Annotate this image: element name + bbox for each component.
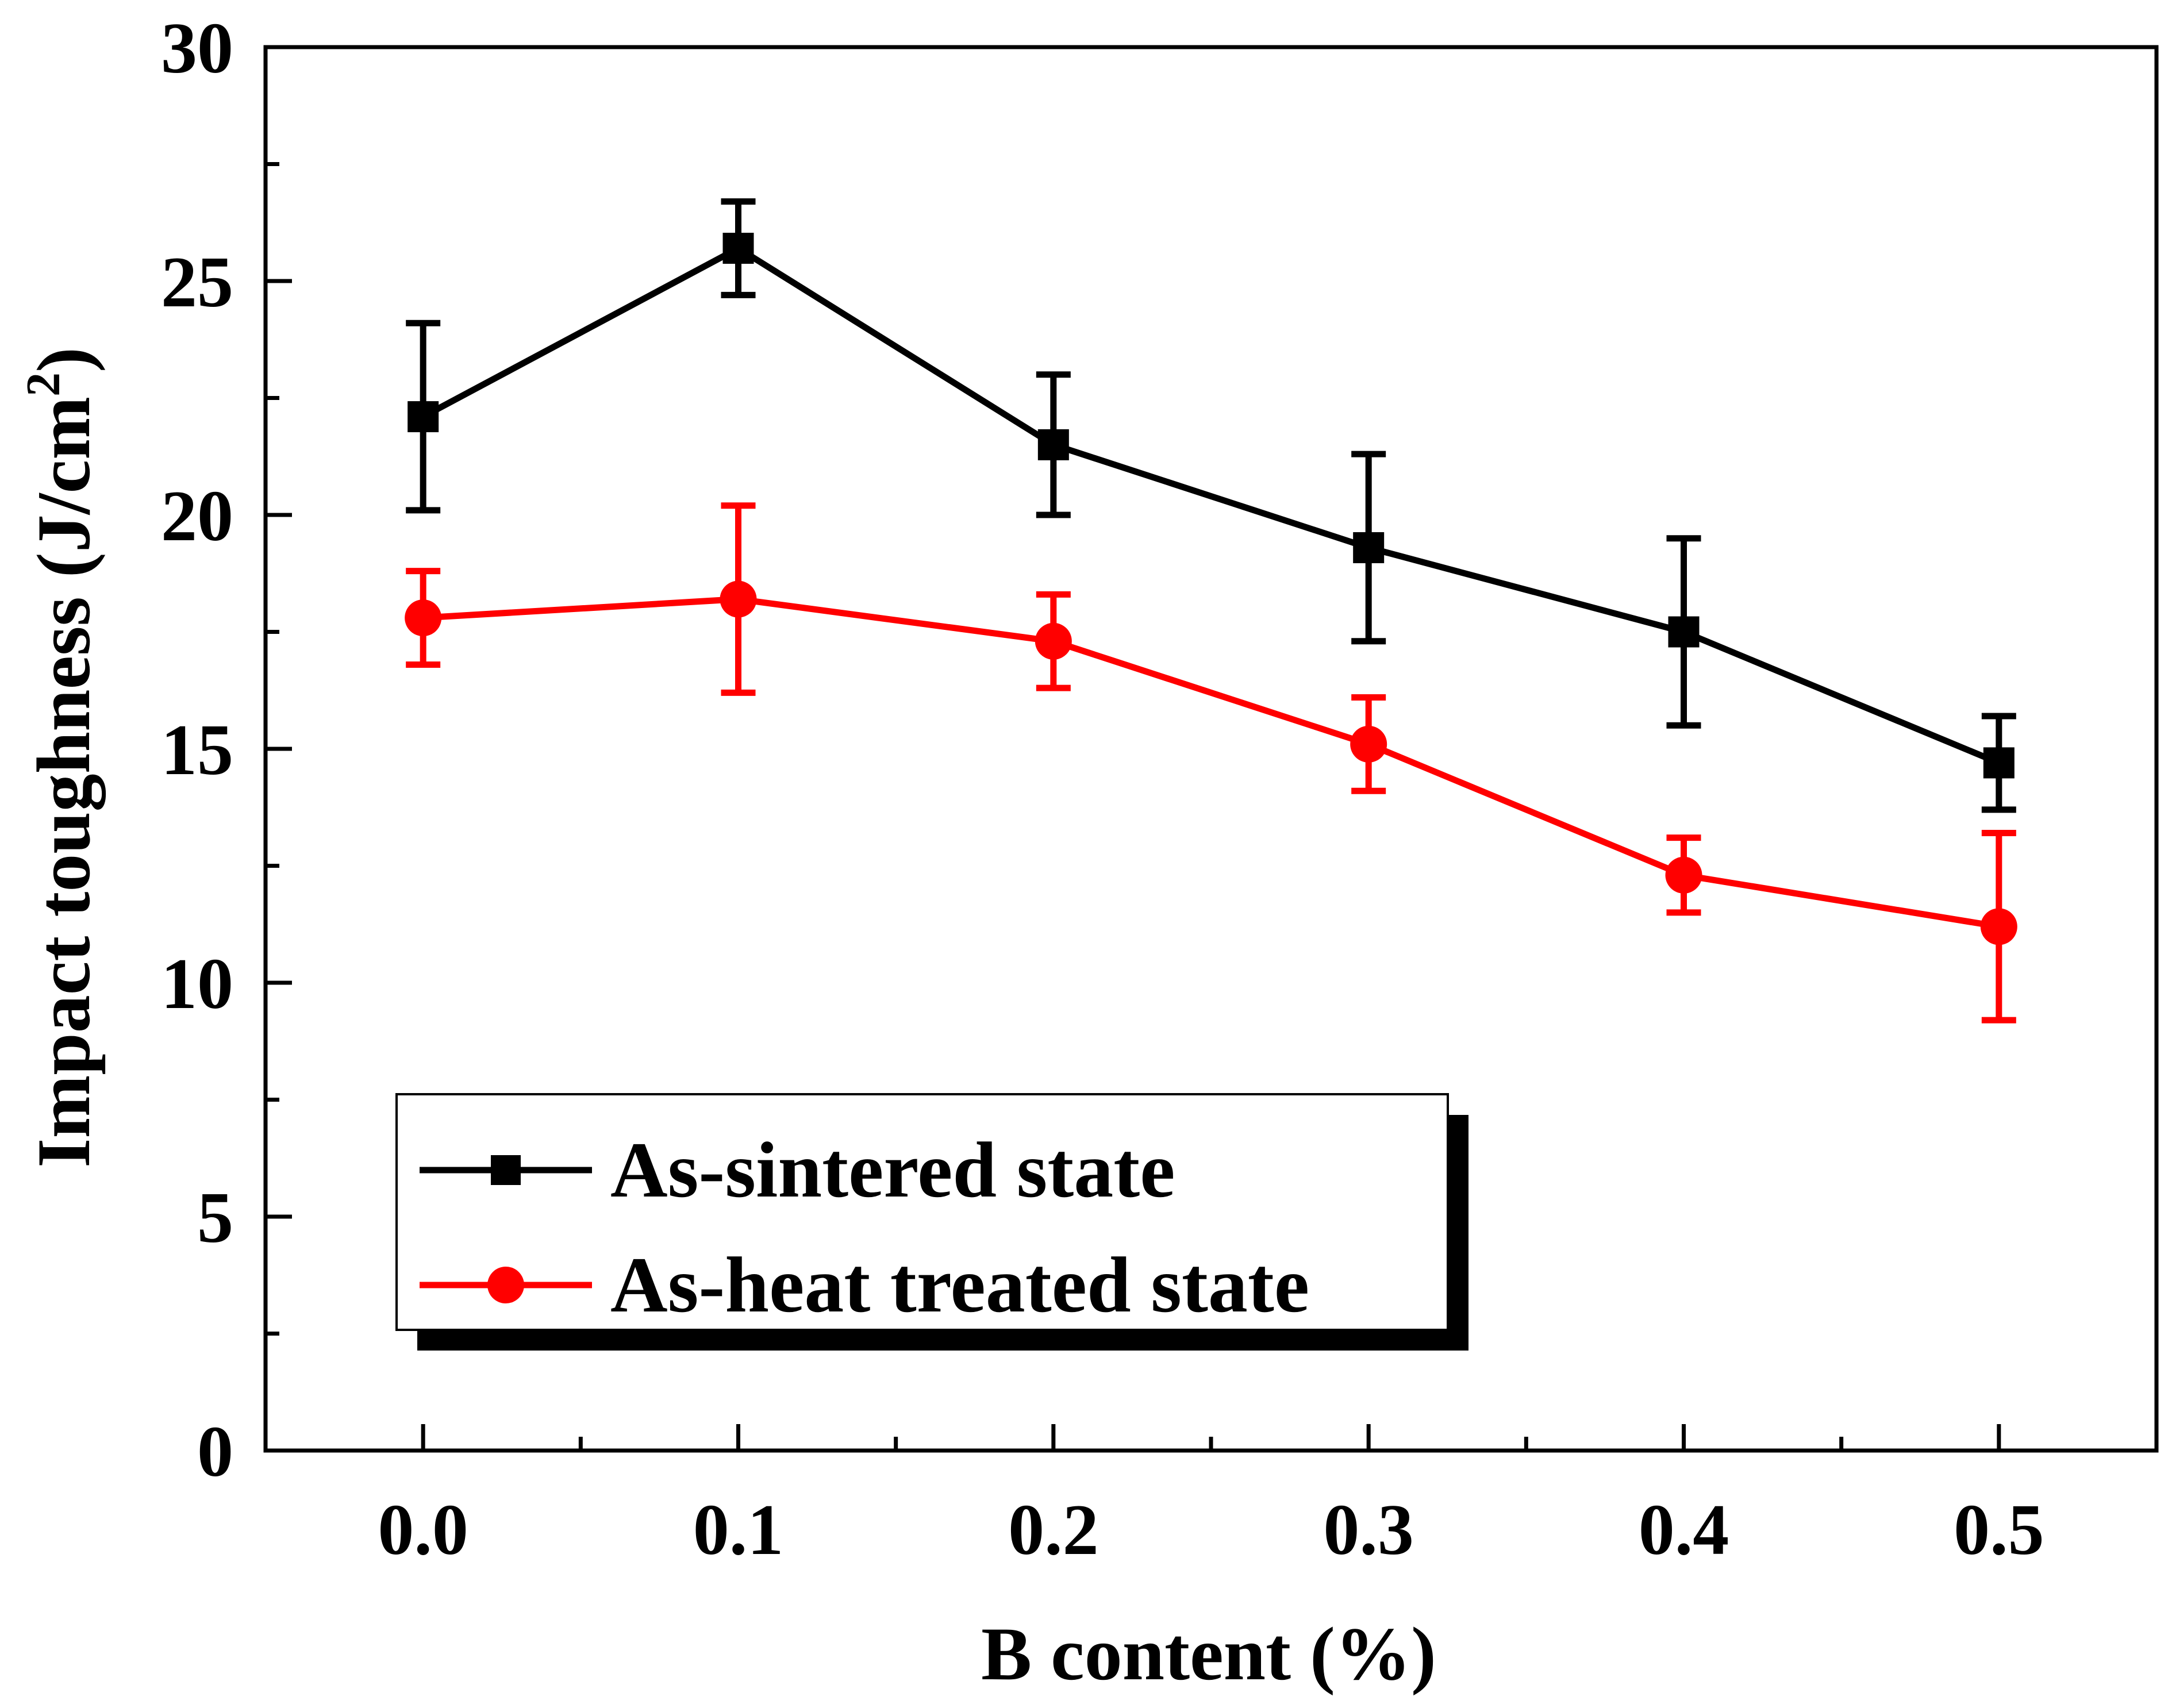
data-point-circle [1350, 725, 1387, 763]
legend-marker-as-heat-treated [487, 1267, 524, 1303]
data-point-circle [1980, 908, 2017, 945]
legend-marker-as-sintered [491, 1155, 521, 1185]
y-axis: 0 5 10 15 20 25 30 [161, 9, 292, 1492]
series-as-heat-treated [405, 502, 2017, 1024]
y-tick-label: 30 [161, 9, 233, 89]
y-tick-label: 0 [197, 1412, 233, 1492]
series-layer [405, 198, 2017, 1024]
legend-label-as-sintered: As-sintered state [610, 1126, 1175, 1214]
y-tick-label: 5 [197, 1178, 233, 1258]
y-tick-label: 25 [161, 243, 233, 322]
y-tick-label: 10 [161, 944, 233, 1024]
legend-label-as-heat-treated: As-heat treated state [610, 1241, 1309, 1329]
x-tick-label: 0.2 [1008, 1490, 1099, 1570]
x-tick-label: 0.4 [1639, 1490, 1729, 1570]
y-axis-title: Impact toughness (J/cm2) [17, 347, 106, 1168]
data-point-square [1353, 532, 1385, 563]
y-tick-label: 20 [161, 476, 233, 556]
x-tick-label: 0.5 [1954, 1490, 2044, 1570]
y-axis-title-main: Impact toughness (J/cm [21, 397, 106, 1168]
series-as-sintered [406, 198, 2016, 813]
x-axis-title: B content (%) [981, 1611, 1436, 1696]
y-axis-title-superscript: 2 [17, 372, 70, 397]
y-tick-label: 15 [161, 710, 233, 790]
x-tick-label: 0.1 [693, 1490, 784, 1570]
x-tick-label: 0.0 [378, 1490, 468, 1570]
data-point-circle [1665, 856, 1702, 894]
series-line [421, 245, 2000, 766]
legend-box [395, 1093, 1449, 1331]
data-point-square [1668, 616, 1700, 648]
x-tick-label: 0.3 [1323, 1490, 1414, 1570]
series-line [422, 596, 2000, 930]
data-point-square [722, 233, 754, 264]
data-point-square [1983, 747, 2015, 779]
data-point-square [408, 401, 439, 433]
x-axis: 0.0 0.1 0.2 0.3 0.4 0.5 [378, 1424, 2159, 1570]
data-point-circle [720, 580, 757, 618]
legend: As-sintered state As-heat treated state [395, 1093, 1468, 1351]
y-axis-title-close: ) [21, 347, 106, 372]
data-point-circle [405, 599, 442, 637]
data-point-circle [1035, 622, 1072, 660]
data-point-square [1037, 429, 1069, 460]
